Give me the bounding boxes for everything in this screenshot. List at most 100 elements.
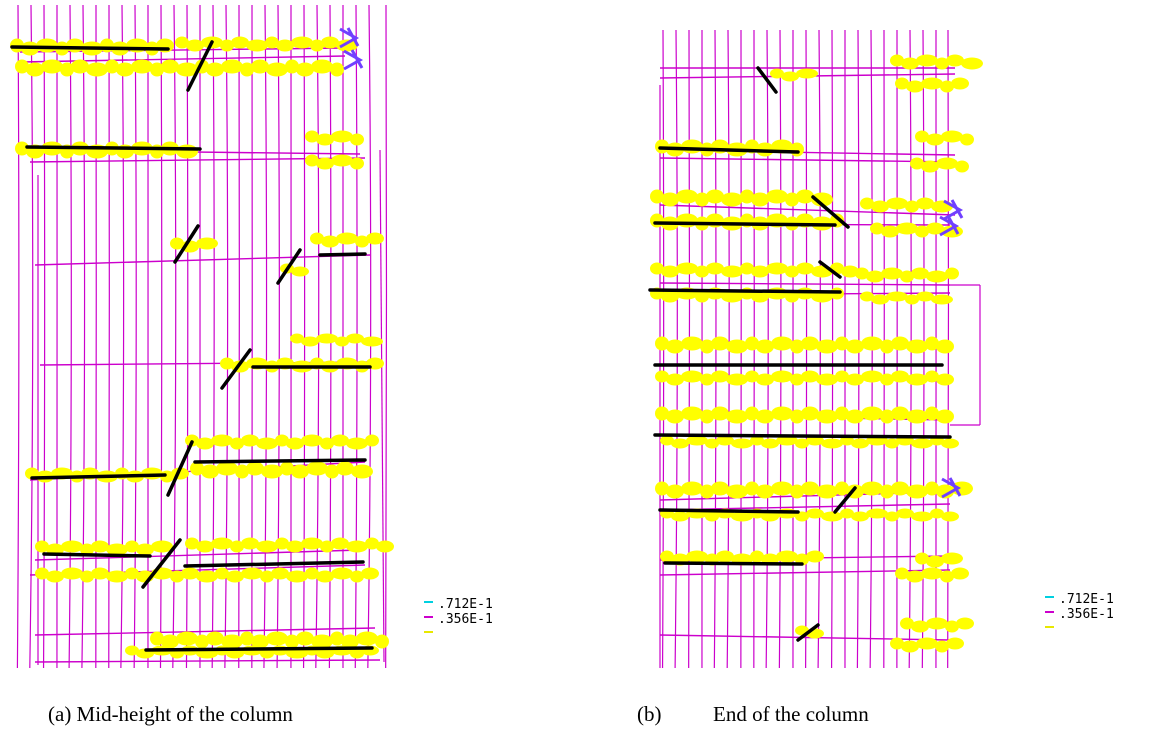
crack-marker (266, 62, 288, 77)
crack-marker (915, 130, 929, 143)
mesh-vertical-line (172, 4, 177, 669)
legend-entry (1045, 622, 1155, 637)
crack-marker (785, 265, 799, 278)
crack-marker (681, 481, 703, 496)
crack-marker (681, 370, 703, 383)
crack-marker (666, 484, 684, 499)
crack-marker (660, 550, 674, 563)
crack-marker (671, 438, 689, 449)
crack-marker (891, 406, 909, 421)
crack-marker (816, 339, 838, 354)
crack-marker (316, 648, 334, 659)
crack-marker (860, 291, 874, 302)
crack-line (653, 433, 952, 439)
crack-marker (215, 567, 229, 580)
crack-marker (790, 484, 804, 499)
crack-marker (681, 139, 703, 154)
crack-marker (756, 409, 774, 424)
crack-line (144, 646, 374, 652)
crack-marker (711, 336, 729, 351)
crack-marker (331, 567, 353, 580)
crack-marker (870, 222, 884, 235)
mesh-vertical-line (81, 4, 86, 669)
crack-marker (226, 570, 244, 583)
crack-marker (116, 62, 134, 77)
crack-marker (740, 262, 754, 275)
crack-marker (860, 197, 874, 210)
mesh-vertical-line (120, 4, 125, 669)
crack-marker (241, 537, 259, 550)
crack-marker (811, 192, 833, 207)
crack-line (30, 473, 167, 480)
crack-marker (230, 540, 244, 553)
crush-marker (343, 49, 364, 71)
mesh-vertical-line (108, 4, 110, 669)
crack-marker (316, 133, 334, 146)
crack-marker (816, 409, 838, 424)
crack-marker (925, 481, 939, 496)
legend-entry: .712E-1 (424, 597, 524, 612)
mesh-horizontal-line (659, 282, 951, 286)
crack-marker (745, 406, 759, 421)
crack-marker (181, 567, 199, 580)
crack-marker (905, 200, 919, 213)
crack-marker (796, 68, 818, 79)
crack-marker (936, 373, 954, 386)
legend-value: .356E-1 (1059, 607, 1114, 622)
crack-marker (751, 290, 769, 303)
crack-marker (306, 461, 328, 476)
mesh-vertical-line (16, 4, 20, 669)
crack-marker (796, 262, 814, 275)
crack-marker (91, 540, 109, 553)
crack-line (658, 508, 800, 514)
crack-marker (711, 481, 729, 496)
crack-marker (726, 373, 748, 386)
crack-marker (246, 461, 264, 476)
crack-marker (275, 537, 289, 550)
crack-marker (936, 339, 954, 354)
crack-marker (321, 36, 339, 49)
crack-marker (260, 570, 274, 583)
crack-marker (151, 540, 173, 553)
crack-marker (951, 77, 969, 90)
crack-marker (331, 537, 349, 550)
mesh-vertical-line (211, 4, 215, 669)
crack-marker (911, 511, 933, 522)
crack-marker (291, 266, 309, 277)
crack-marker (321, 235, 339, 248)
crack-marker (766, 262, 788, 275)
crack-marker (266, 631, 288, 646)
crack-marker (161, 634, 179, 649)
crack-marker (945, 620, 959, 633)
mesh-horizontal-line (19, 55, 346, 63)
crack-marker (785, 192, 799, 207)
crack-marker (296, 62, 314, 77)
crack-marker (170, 570, 184, 583)
crack-marker (770, 68, 784, 79)
crack-marker (896, 222, 918, 235)
crack-marker (880, 409, 894, 424)
crack-marker (336, 232, 358, 245)
crack-marker (275, 434, 289, 447)
crack-marker (661, 192, 679, 207)
crack-marker (941, 552, 963, 565)
crack-marker (761, 511, 779, 522)
crack-marker (751, 265, 769, 278)
crack-marker (921, 77, 943, 90)
caption-b: (b) End of the column (637, 702, 869, 727)
crack-marker (871, 200, 889, 213)
crack-marker (280, 461, 294, 476)
crack-marker (916, 197, 934, 210)
crack-marker (846, 339, 864, 354)
crack-marker (705, 511, 719, 522)
crack-marker (235, 464, 249, 479)
crack-marker (201, 464, 219, 479)
crack-marker (835, 406, 849, 421)
crack-marker (285, 634, 299, 649)
crack-marker (936, 409, 954, 424)
crack-marker (906, 373, 928, 386)
crack-marker (350, 133, 364, 146)
crack-marker (170, 237, 184, 250)
crack-marker (265, 36, 279, 49)
crack-marker (220, 357, 234, 370)
